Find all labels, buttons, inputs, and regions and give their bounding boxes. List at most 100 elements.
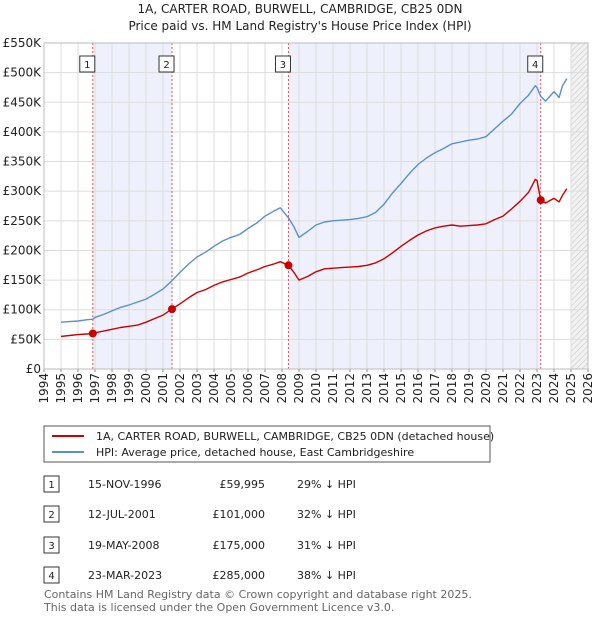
y-axis-ticks: £0 £50K £100K £150K £200K £250K £300K £350K £400… [3, 36, 43, 376]
sale-marker-label: 4 [532, 60, 538, 71]
table-row-num: 1 [48, 480, 54, 491]
x-tick-label: 1994 [37, 373, 51, 404]
sale-markers: 1 2 3 4 [79, 55, 544, 73]
y-tick-label: £50K [10, 332, 42, 346]
x-tick-label: 2022 [513, 373, 527, 404]
table-row-price: £285,000 [213, 569, 266, 582]
sale-marker-1: 1 [79, 55, 96, 73]
sale-marker-box [79, 55, 96, 73]
x-tick-label: 1997 [88, 373, 102, 404]
chart-subtitle: Price paid vs. HM Land Registry's House … [128, 19, 471, 33]
y-tick-label: £150K [3, 273, 43, 287]
x-tick-label: 2010 [309, 373, 323, 404]
sale-marker-4: 4 [527, 55, 544, 73]
x-tick-label: 2008 [275, 373, 289, 404]
x-tick-label: 1998 [105, 373, 119, 404]
x-tick-label: 2004 [207, 373, 221, 404]
y-tick-label: £100K [3, 303, 43, 317]
x-tick-label: 2002 [173, 373, 187, 404]
x-tick-label: 2017 [428, 373, 442, 404]
x-tick-label: 2016 [411, 373, 425, 404]
y-tick-label: £300K [3, 184, 43, 198]
table-row-num-box [43, 536, 60, 554]
x-tick-label: 2015 [394, 373, 408, 404]
x-tick-label: 2000 [139, 373, 153, 404]
table-row-date: 23-MAR-2023 [88, 569, 162, 582]
sale-point-3 [284, 261, 293, 270]
y-tick-label: £450K [3, 95, 43, 109]
table-row-num: 4 [48, 571, 54, 582]
table-row-num: 2 [48, 510, 54, 521]
sale-period-shade [92, 43, 173, 369]
sale-marker-box [158, 55, 175, 73]
table-row: 4 23-MAR-2023 £285,000 38% ↓ HPI [43, 566, 356, 584]
y-tick-label: £200K [3, 243, 43, 257]
sale-points [88, 196, 545, 338]
sale-marker-label: 3 [280, 60, 286, 71]
table-row-price: £175,000 [213, 539, 266, 552]
x-tick-label: 1995 [54, 373, 68, 404]
legend-label-property: 1A, CARTER ROAD, BURWELL, CAMBRIDGE, CB2… [96, 430, 494, 443]
x-tick-label: 1999 [122, 373, 136, 404]
table-row-hpi: 29% ↓ HPI [297, 478, 356, 491]
sale-marker-2: 2 [158, 55, 175, 73]
sale-marker-label: 2 [163, 60, 169, 71]
footer-line-2: This data is licensed under the Open Gov… [43, 601, 394, 614]
x-tick-label: 2026 [581, 373, 595, 404]
legend-label-hpi: HPI: Average price, detached house, East… [96, 446, 414, 459]
y-tick-label: £0 [26, 362, 41, 376]
series-line-property [60, 178, 568, 338]
table-row-hpi: 38% ↓ HPI [297, 569, 356, 582]
table-row-num-box [43, 475, 60, 493]
sale-point-1 [88, 329, 97, 338]
plot-border [43, 42, 589, 370]
x-tick-label: 2025 [564, 373, 578, 404]
x-tick-label: 2001 [156, 373, 170, 404]
sale-point-4 [536, 196, 545, 205]
sales-table: 1 15-NOV-1996 £59,995 29% ↓ HPI 2 12-JUL-2001… [43, 475, 356, 584]
x-tick-label: 2005 [224, 373, 238, 404]
x-tick-label: 2024 [547, 373, 561, 404]
x-tick-label: 2018 [445, 373, 459, 404]
x-tick-label: 2009 [292, 373, 306, 404]
sale-marker-box [274, 55, 291, 73]
x-tick-label: 2020 [479, 373, 493, 404]
x-tick-label: 2021 [496, 373, 510, 404]
x-tick-label: 2007 [258, 373, 272, 404]
x-axis-ticks: 1994 1995 1996 1997 1998 1999 2000 2001 2002 2003… [37, 369, 595, 404]
x-tick-label: 2012 [343, 373, 357, 404]
x-tick-label: 2003 [190, 373, 204, 404]
x-tick-label: 2023 [530, 373, 544, 404]
x-tick-label: 2006 [241, 373, 255, 404]
sale-period-shade [288, 43, 541, 369]
future-shade [571, 43, 588, 369]
legend-box [43, 425, 491, 463]
table-row: 2 12-JUL-2001 £101,000 32% ↓ HPI [43, 505, 356, 523]
table-row-num-box [43, 505, 60, 523]
legend: 1A, CARTER ROAD, BURWELL, CAMBRIDGE, CB2… [43, 425, 494, 463]
x-tick-label: 2013 [360, 373, 374, 404]
series-line-hpi [60, 78, 568, 323]
sale-marker-3: 3 [274, 55, 291, 73]
table-row-num: 3 [48, 541, 54, 552]
y-tick-label: £250K [3, 214, 43, 228]
table-row: 1 15-NOV-1996 £59,995 29% ↓ HPI [43, 475, 356, 493]
y-tick-label: £350K [3, 155, 43, 169]
chart-title: 1A, CARTER ROAD, BURWELL, CAMBRIDGE, CB2… [138, 2, 463, 16]
x-tick-label: 2011 [326, 373, 340, 404]
x-tick-label: 1996 [71, 373, 85, 404]
table-row-date: 19-MAY-2008 [88, 539, 160, 552]
table-row-price: £101,000 [213, 508, 266, 521]
y-tick-label: £550K [3, 36, 43, 50]
table-row-hpi: 31% ↓ HPI [297, 539, 356, 552]
table-row-date: 12-JUL-2001 [88, 508, 156, 521]
y-tick-label: £400K [3, 125, 43, 139]
table-row: 3 19-MAY-2008 £175,000 31% ↓ HPI [43, 536, 356, 554]
table-row-hpi: 32% ↓ HPI [297, 508, 356, 521]
sale-marker-box [527, 55, 544, 73]
x-tick-label: 2019 [462, 373, 476, 404]
y-tick-label: £500K [3, 66, 43, 80]
series-lines [60, 78, 568, 338]
table-row-date: 15-NOV-1996 [88, 478, 162, 491]
